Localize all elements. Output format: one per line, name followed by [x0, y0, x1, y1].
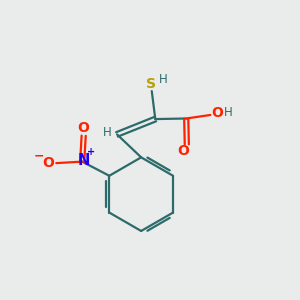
Text: H: H — [103, 126, 112, 140]
Text: O: O — [78, 122, 90, 135]
Text: S: S — [146, 77, 156, 91]
Text: −: − — [34, 149, 44, 162]
Text: O: O — [43, 155, 55, 170]
Text: H: H — [224, 106, 233, 119]
Text: N: N — [77, 153, 90, 168]
Text: O: O — [177, 144, 189, 158]
Text: O: O — [211, 106, 223, 121]
Text: +: + — [87, 147, 95, 157]
Text: H: H — [159, 74, 167, 86]
